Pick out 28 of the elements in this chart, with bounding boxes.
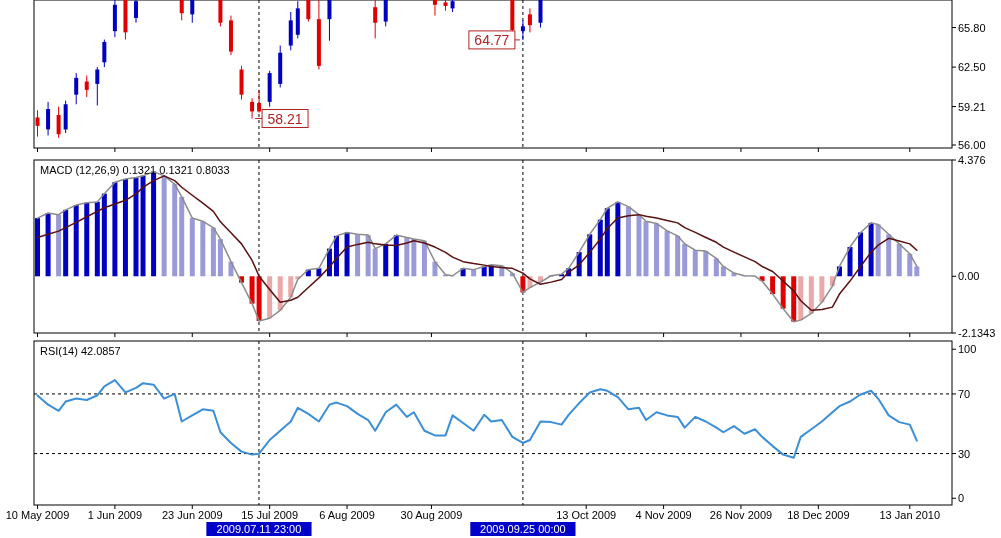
y-tick-label: 4.376 [958,154,986,166]
y-tick-label: 0.00 [958,270,980,283]
x-tick-label: 4 Nov 2009 [635,509,692,521]
x-tick-label: 23 Jun 2009 [161,509,223,521]
y-tick-label: 30 [958,447,971,460]
chart-title: MACD (12,26,9) 0.1321 0.1321 0.8033 [40,164,230,176]
x-tick-label: 30 Aug 2009 [400,509,463,521]
y-tick-label: 59.21 [958,100,986,113]
ref-line-label: 2009.07.11 23:00 [216,523,302,535]
chart-title: RSI(14) 42.0857 [40,345,121,357]
x-tick-label: 15 Jul 2009 [241,509,299,521]
y-tick-label: 0 [958,492,965,505]
y-tick-label: 56.00 [958,139,986,151]
x-tick-label: 26 Nov 2009 [709,509,773,521]
y-tick-label: 100 [958,343,977,356]
y-tick-label: -2.1343 [958,327,996,339]
x-tick-label: 18 Dec 2009 [787,509,850,521]
y-tick-label: 70 [958,387,971,400]
ref-line-label: 2009.09.25 00:00 [480,523,566,535]
x-tick-label: 10 May 2009 [5,509,70,521]
annotation: 58.21 [267,110,303,127]
x-tick-label: 13 Jan 2010 [879,509,941,521]
x-tick-label: 1 Jun 2009 [87,509,143,521]
annotation: 64.77 [474,31,510,48]
y-tick-label: 65.80 [958,21,986,34]
x-tick-label: 13 Oct 2009 [556,509,617,521]
x-tick-label: 6 Aug 2009 [319,509,375,521]
y-tick-label: 62.50 [958,61,986,74]
